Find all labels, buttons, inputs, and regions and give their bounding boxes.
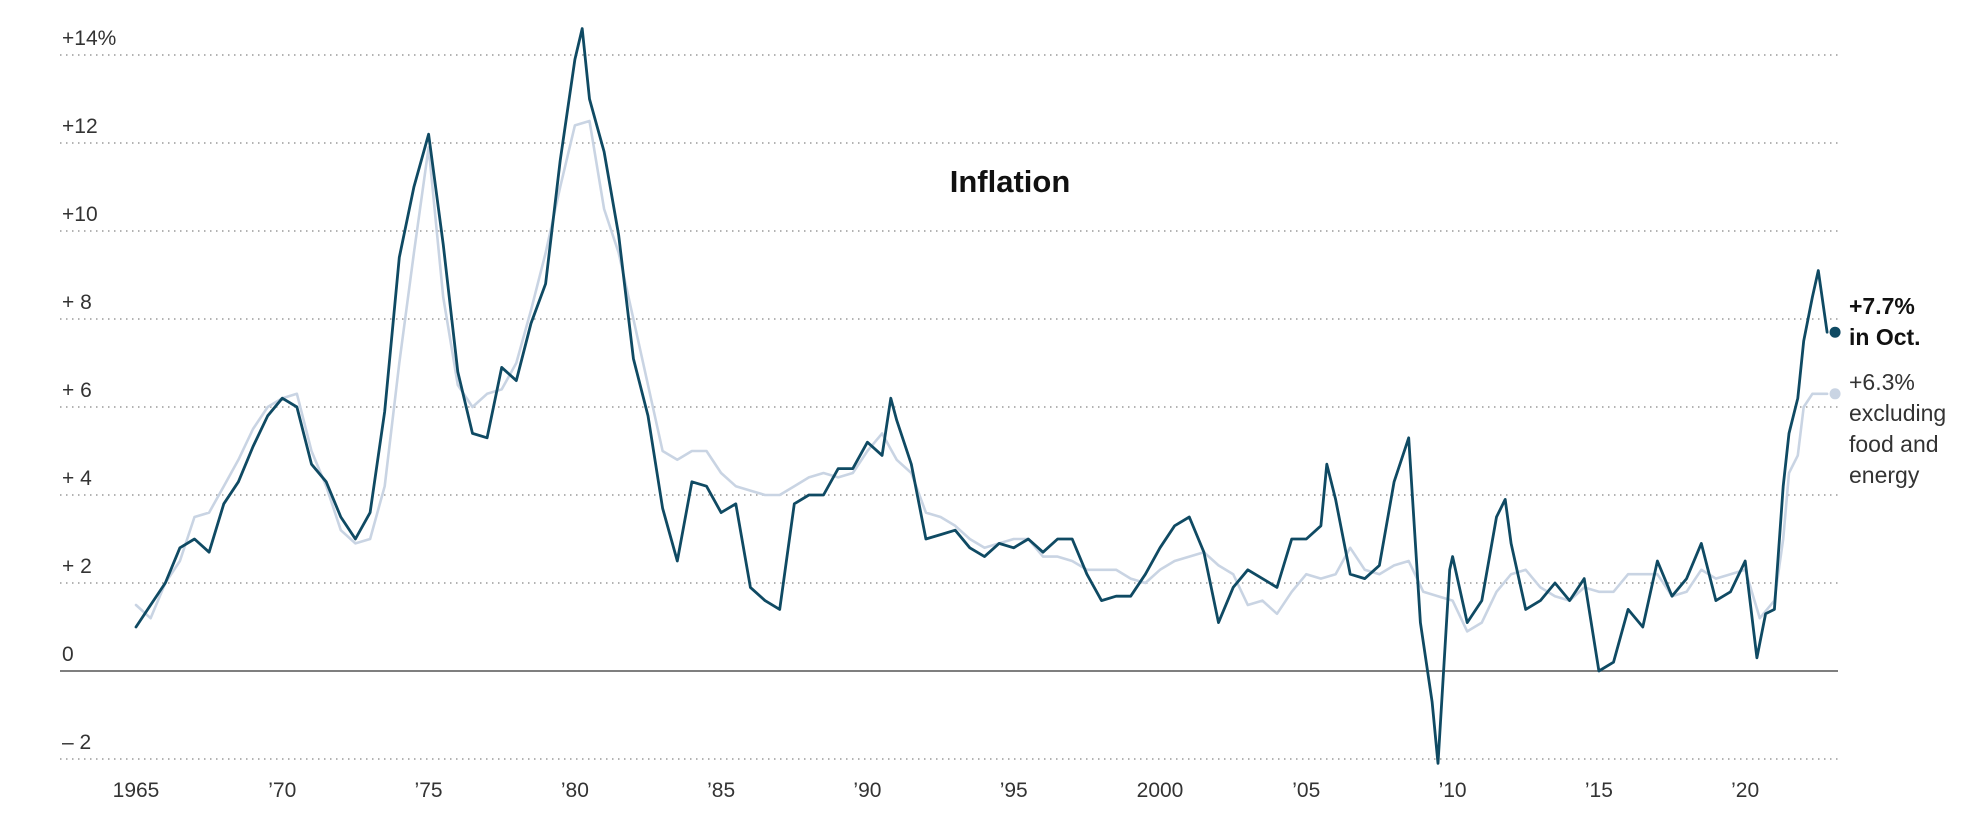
x-axis-labels: 1965 ’70 ’75 ’80 ’85 ’90 ’95 2000 ’05 ’10 ’15 ’20	[113, 779, 1760, 802]
core-annotation-line: +6.3%	[1849, 369, 1915, 395]
headline-end-marker	[1829, 326, 1841, 338]
y-tick-label: + 6	[62, 379, 92, 402]
x-tick-label: ’10	[1439, 779, 1467, 802]
series-annotations: +7.7% in Oct. +6.3% excluding food and energy	[1849, 293, 1946, 488]
end-markers	[1829, 326, 1841, 400]
y-tick-label: +14%	[62, 27, 116, 50]
x-tick-label: 2000	[1137, 779, 1184, 802]
y-tick-label: + 4	[62, 467, 92, 490]
series-layer	[134, 27, 1829, 765]
x-tick-label: ’85	[707, 779, 735, 802]
core-annotation-line: food and	[1849, 431, 1939, 457]
y-tick-label: +12	[62, 115, 98, 138]
chart-title: Inflation	[950, 164, 1071, 199]
core-annotation-line: energy	[1849, 462, 1920, 488]
y-tick-label: 0	[62, 643, 74, 666]
y-axis-labels: +14% +12 +10 + 8 + 6 + 4 + 2 0 – 2	[62, 27, 116, 754]
core-end-marker	[1829, 388, 1841, 400]
x-tick-label: ’05	[1292, 779, 1320, 802]
x-tick-label: ’75	[415, 779, 443, 802]
x-tick-label: ’80	[561, 779, 589, 802]
grid-layer	[60, 54, 1838, 760]
x-tick-label: ’90	[853, 779, 881, 802]
y-tick-label: + 8	[62, 291, 92, 314]
x-tick-label: 1965	[113, 779, 160, 802]
y-tick-label: – 2	[62, 731, 91, 754]
x-tick-label: ’70	[268, 779, 296, 802]
x-tick-label: ’95	[1000, 779, 1028, 802]
headline-annotation-line: +7.7%	[1849, 293, 1915, 319]
headline-cpi-line	[134, 27, 1829, 765]
x-tick-label: ’15	[1585, 779, 1613, 802]
core-annotation-line: excluding	[1849, 400, 1946, 426]
y-tick-label: + 2	[62, 555, 92, 578]
y-tick-label: +10	[62, 203, 98, 226]
headline-annotation-line: in Oct.	[1849, 324, 1921, 350]
x-tick-label: ’20	[1731, 779, 1759, 802]
